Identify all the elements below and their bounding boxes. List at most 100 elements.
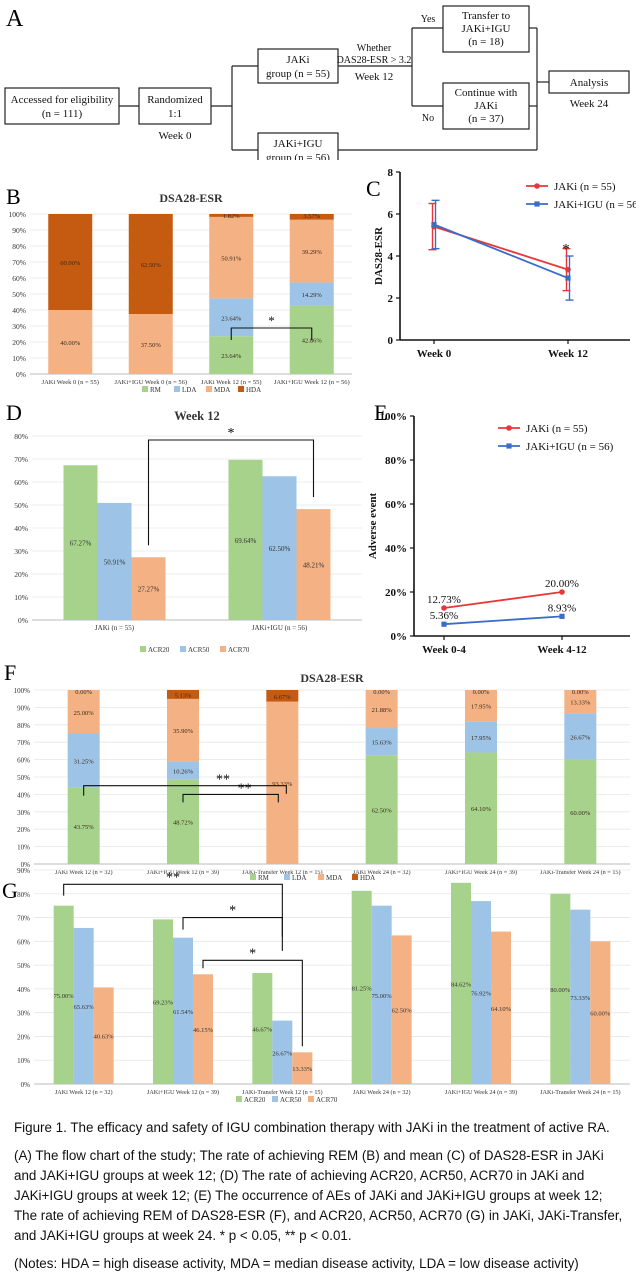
data-label: 64.10% bbox=[471, 806, 492, 813]
bar-segment-rm bbox=[167, 779, 199, 864]
randomized-line1: Randomized bbox=[147, 94, 203, 106]
y-tick-label: 70% bbox=[17, 915, 30, 923]
y-tick-label: 6 bbox=[388, 209, 394, 221]
y-tick-label: 70% bbox=[12, 258, 26, 267]
series-line bbox=[443, 615, 563, 626]
data-label: 23.64% bbox=[221, 315, 242, 322]
data-label: 20.00% bbox=[545, 578, 579, 590]
x-category-label: JAKi Week 12 (n = 32) bbox=[55, 1089, 113, 1096]
legend-label: ACR70 bbox=[228, 646, 250, 654]
data-label: 73.33% bbox=[570, 995, 591, 1002]
data-label: 6.67% bbox=[274, 694, 291, 701]
data-label: 35.90% bbox=[173, 728, 194, 735]
data-label: 23.64% bbox=[221, 353, 242, 360]
bar-segment-hda bbox=[289, 213, 334, 220]
y-tick-label: 70% bbox=[14, 455, 28, 464]
data-label: 50.91% bbox=[104, 558, 126, 566]
bar-segment-mda bbox=[365, 689, 398, 729]
data-label: 25.00% bbox=[74, 710, 95, 717]
legend-label: RM bbox=[150, 386, 162, 394]
y-tick-label: 90% bbox=[17, 867, 30, 875]
legend-swatch bbox=[180, 646, 186, 652]
y-tick-label: 30% bbox=[14, 547, 28, 556]
data-label: 21.88% bbox=[372, 707, 393, 714]
bar-acr20 bbox=[252, 973, 273, 1084]
bar-segment-rm bbox=[365, 755, 398, 864]
data-label: 0.00% bbox=[473, 689, 490, 696]
bar-segment-mda bbox=[564, 690, 597, 714]
legend-label: JAKi+IGU (n = 56) bbox=[526, 441, 614, 453]
y-tick-label: 0% bbox=[21, 1081, 31, 1089]
bar-segment-hda bbox=[209, 213, 254, 217]
caption-notes: (Notes: HDA = high disease activity, MDA… bbox=[14, 1256, 579, 1271]
box-transfer bbox=[442, 5, 530, 53]
data-label: 40.00% bbox=[60, 340, 81, 347]
y-tick-label: 10% bbox=[17, 1057, 30, 1065]
chart-g: G 0% 10% 20% 30% 40% 50% 60% 70% 80% 90% JAKi Week… bbox=[2, 867, 630, 1104]
y-tick-label: 80% bbox=[17, 891, 30, 899]
legend-marker bbox=[506, 443, 512, 449]
y-tick-label: 60% bbox=[12, 274, 26, 283]
y-axis-label: Adverse event bbox=[368, 493, 379, 560]
legend-label: ACR50 bbox=[280, 1096, 302, 1104]
data-label: 17.95% bbox=[471, 704, 492, 711]
data-point bbox=[559, 613, 565, 619]
x-category-label: JAKi Week 24 (n = 32) bbox=[353, 869, 411, 876]
bar-segment-lda bbox=[465, 721, 497, 753]
data-label: 39.29% bbox=[302, 249, 323, 256]
data-label: 37.50% bbox=[141, 342, 162, 349]
legend-swatch bbox=[284, 874, 290, 880]
chart-d: D Week 12 0% 10% 20% 30% 40% 50% 60% 70% 80% JAKi … bbox=[6, 400, 362, 654]
x-category-label: JAKi Week 12 (n = 32) bbox=[55, 869, 113, 876]
panel-g-letter: G bbox=[2, 878, 18, 903]
y-tick-label: 40% bbox=[12, 306, 26, 315]
continue-line2: JAKi bbox=[474, 100, 497, 112]
x-category-label: Week 12 bbox=[548, 348, 589, 360]
bar-segment-lda bbox=[289, 282, 334, 306]
chart-b: B DSA28-ESR 0% 10% 20% 30% 40% 50% 60% 70% 80% 90%… bbox=[6, 184, 352, 394]
y-tick-label: 4 bbox=[388, 251, 394, 263]
x-category-label: JAKi-Transfer Week 24 (n = 15) bbox=[540, 869, 621, 876]
data-label: 69.64% bbox=[235, 537, 257, 545]
data-label: 13.33% bbox=[292, 1066, 313, 1073]
bar-acr70 bbox=[193, 974, 213, 1084]
legend-swatch bbox=[142, 386, 148, 392]
legend-swatch bbox=[140, 646, 146, 652]
caption-body: (A) The flow chart of the study; The rat… bbox=[14, 1148, 623, 1243]
significance-bracket bbox=[230, 327, 313, 340]
transfer-line1: Transfer to bbox=[462, 10, 511, 22]
y-tick-label: 50% bbox=[17, 962, 30, 970]
y-tick-label: 100% bbox=[380, 411, 408, 423]
data-label: 67.27% bbox=[70, 540, 92, 548]
data-label: 42.86% bbox=[302, 338, 323, 345]
bar-acr70 bbox=[391, 935, 412, 1084]
data-label: 1.82% bbox=[223, 213, 240, 220]
y-tick-label: 20% bbox=[17, 826, 30, 834]
y-tick-label: 30% bbox=[17, 809, 30, 817]
bar-acr50 bbox=[471, 901, 491, 1084]
bar-segment-lda bbox=[67, 733, 100, 788]
chart-c: C 0 2 4 6 8 Week 0 Week 12 DAS28-ESR JAKi (n = 5… bbox=[366, 167, 636, 360]
significance-label: * bbox=[229, 904, 236, 919]
y-tick-label: 30% bbox=[12, 322, 26, 331]
week0-label: Week 0 bbox=[158, 130, 192, 142]
bar-segment-mda bbox=[128, 314, 173, 374]
legend-label: LDA bbox=[292, 874, 306, 882]
whether-line2: DAS28-ESR > 3.2 bbox=[337, 55, 412, 66]
data-point bbox=[565, 275, 571, 281]
significance-bracket bbox=[182, 917, 283, 937]
y-tick-label: 10% bbox=[14, 593, 28, 602]
bar-acr70 bbox=[131, 557, 166, 620]
randomized-line2: 1:1 bbox=[168, 108, 182, 120]
bar-segment-mda bbox=[465, 690, 497, 722]
chart-title: Week 12 bbox=[174, 409, 219, 423]
jakiigu-line1: JAKi+IGU bbox=[274, 138, 323, 150]
data-label: 3.57% bbox=[303, 213, 320, 220]
data-label: 46.67% bbox=[252, 1027, 273, 1034]
significance-label: * bbox=[228, 426, 235, 441]
bar-segment-mda bbox=[167, 698, 199, 762]
data-label: 40.63% bbox=[94, 1034, 115, 1041]
legend-label: HDA bbox=[360, 874, 375, 882]
continue-line3: (n = 37) bbox=[468, 113, 504, 125]
legend-swatch bbox=[206, 386, 212, 392]
